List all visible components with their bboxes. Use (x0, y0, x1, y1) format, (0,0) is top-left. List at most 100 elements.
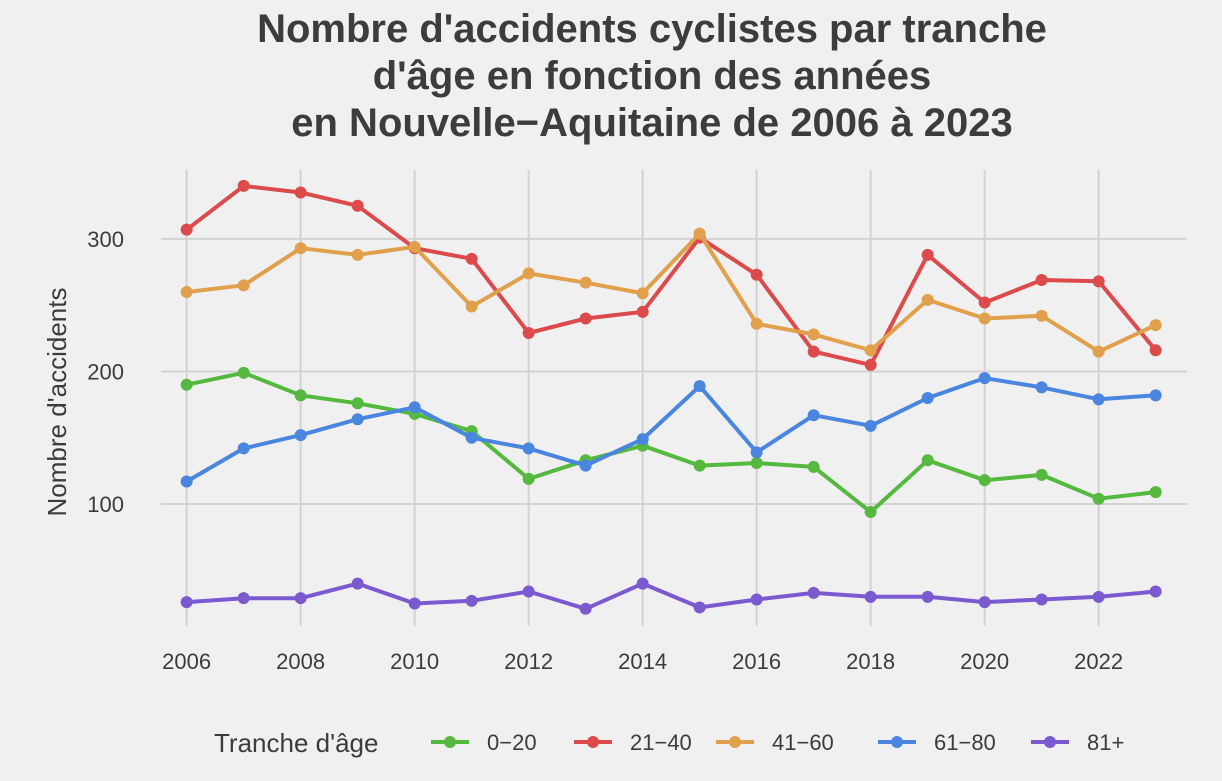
legend-item-1: 0−20 (431, 730, 537, 755)
data-point (1092, 590, 1105, 603)
data-point (921, 454, 934, 467)
x-tick-label: 2018 (846, 649, 895, 674)
data-point (978, 372, 991, 385)
data-point (750, 317, 763, 330)
data-point (750, 268, 763, 281)
x-tick-label: 2008 (276, 649, 325, 674)
series-line (184, 183, 1158, 367)
data-point (864, 358, 877, 371)
data-point (1149, 344, 1162, 357)
y-axis-title: Nombre d'accidents (42, 288, 72, 517)
data-point (693, 227, 706, 240)
legend-label: 41−60 (772, 730, 834, 755)
data-point (522, 472, 535, 485)
data-point (636, 287, 649, 300)
data-point (180, 223, 193, 236)
series-line (184, 231, 1158, 354)
x-tick-label: 2006 (162, 649, 211, 674)
data-point (408, 401, 421, 414)
data-point (1149, 389, 1162, 402)
data-point (579, 312, 592, 325)
data-point (1149, 319, 1162, 332)
data-point (864, 590, 877, 603)
legend-item-4: 61−80 (878, 730, 996, 755)
legend-label: 0−20 (487, 730, 537, 755)
data-point (921, 293, 934, 306)
legend-swatch-point (729, 736, 741, 748)
data-point (294, 429, 307, 442)
x-axis-ticks: 2006 2008 2010 2012 2014 2016 2018 2020 2022 (162, 649, 1123, 674)
legend-swatch-point (587, 736, 599, 748)
data-point (408, 240, 421, 253)
data-point (750, 456, 763, 469)
data-point (351, 413, 364, 426)
data-point (237, 442, 250, 455)
x-tick-label: 2020 (960, 649, 1009, 674)
data-point (237, 366, 250, 379)
data-point (180, 596, 193, 609)
series-line (184, 581, 1158, 611)
data-point (579, 276, 592, 289)
x-tick-label: 2016 (732, 649, 781, 674)
data-point (864, 344, 877, 357)
y-tick-label: 300 (87, 227, 124, 252)
data-point (978, 596, 991, 609)
data-point (351, 397, 364, 410)
legend-title: Tranche d'âge (214, 728, 378, 758)
data-point (294, 242, 307, 255)
series-2 (180, 179, 1162, 371)
x-tick-label: 2022 (1074, 649, 1123, 674)
data-point (465, 252, 478, 265)
legend-swatch-point (1044, 736, 1056, 748)
data-point (522, 585, 535, 598)
data-point (1092, 275, 1105, 288)
legend: Tranche d'âge 0−20 21−40 41−60 61−80 81+ (214, 728, 1124, 758)
data-point (693, 601, 706, 614)
data-point (1035, 593, 1048, 606)
data-point (693, 380, 706, 393)
data-point (579, 459, 592, 472)
series-line (184, 376, 1158, 484)
data-point (750, 593, 763, 606)
data-point (1149, 486, 1162, 499)
data-point (237, 179, 250, 192)
data-point (408, 597, 421, 610)
data-point (1035, 381, 1048, 394)
x-tick-label: 2014 (618, 649, 667, 674)
data-point (807, 409, 820, 422)
data-point (237, 279, 250, 292)
data-point (237, 592, 250, 605)
data-point (921, 590, 934, 603)
y-axis-ticks: 100 200 300 (87, 227, 124, 517)
data-point (864, 506, 877, 518)
legend-item-2: 21−40 (574, 730, 692, 755)
data-point (921, 392, 934, 404)
series-3 (180, 227, 1162, 358)
data-point (579, 602, 592, 615)
data-point (294, 186, 307, 199)
data-point (921, 248, 934, 261)
data-point (294, 389, 307, 402)
data-point (465, 431, 478, 444)
data-point (1035, 468, 1048, 481)
data-point (636, 577, 649, 590)
data-point (807, 345, 820, 358)
data-point (522, 442, 535, 455)
data-point (978, 296, 991, 309)
data-point (864, 419, 877, 432)
chart-title: Nombre d'accidents cyclistes par tranche… (257, 7, 1047, 145)
data-point (1035, 309, 1048, 322)
chart-title-line-2: d'âge en fonction des années (373, 54, 932, 98)
legend-label: 21−40 (630, 730, 692, 755)
x-tick-label: 2012 (504, 649, 553, 674)
series-4 (180, 372, 1162, 488)
data-point (351, 577, 364, 590)
y-tick-label: 100 (87, 492, 124, 517)
data-point (1092, 345, 1105, 358)
data-point (978, 312, 991, 325)
data-point (180, 378, 193, 391)
chart-title-line-3: en Nouvelle−Aquitaine de 2006 à 2023 (291, 101, 1012, 145)
data-point (522, 327, 535, 340)
